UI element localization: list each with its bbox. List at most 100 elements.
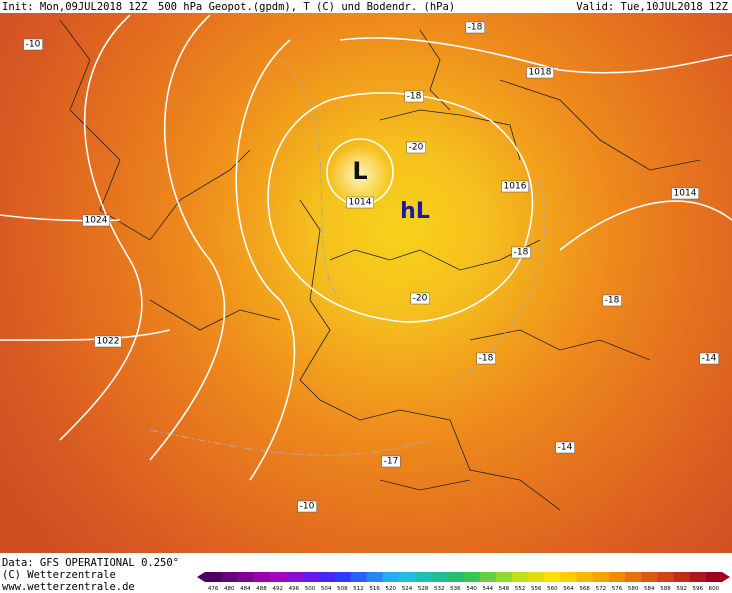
colorbar-tick-label: 556 xyxy=(531,586,542,592)
temperature-label: -18 xyxy=(468,23,483,33)
colorbar-tick-label: 524 xyxy=(402,586,413,592)
colorbar-swatch xyxy=(576,572,594,582)
colorbar-swatch xyxy=(221,572,238,582)
colorbar-tick-label: 488 xyxy=(256,586,267,592)
temperature-label: -18 xyxy=(479,354,494,364)
colorbar-tick-label: 520 xyxy=(386,586,397,592)
colorbar-swatch xyxy=(382,572,400,582)
isobar-label: 1014 xyxy=(349,198,372,208)
colorbar-tick-label: 560 xyxy=(547,586,558,592)
isobar-label-box xyxy=(82,214,110,227)
height-field xyxy=(0,13,732,553)
colorbar-swatch xyxy=(334,572,351,582)
temperature-label-box xyxy=(406,141,426,154)
map-title: 500 hPa Geopot.(gpdm), T (C) und Bodendr… xyxy=(158,1,455,13)
temperature-label: -14 xyxy=(702,354,717,364)
colorbar-tick-label: 476 xyxy=(208,586,219,592)
colorbar-tick-label: 536 xyxy=(450,586,461,592)
colorbar-tick-label: 544 xyxy=(482,586,493,592)
temperature-label: -14 xyxy=(558,443,573,453)
website: www.wetterzentrale.de xyxy=(2,581,135,593)
colorbar-swatch xyxy=(673,572,691,582)
isobar-label: 1016 xyxy=(504,182,527,192)
map xyxy=(0,13,732,553)
colorbar-tick-label: 584 xyxy=(644,586,655,592)
isobar-label: 1018 xyxy=(529,68,552,78)
colorbar-swatch xyxy=(269,572,287,582)
temperature-label: -18 xyxy=(605,296,620,306)
colorbar-tick-label: 580 xyxy=(628,586,639,592)
temperature-label: -18 xyxy=(514,248,529,258)
data-source: Data: GFS OPERATIONAL 0.250° xyxy=(2,557,179,569)
height-low-center: hL xyxy=(400,199,430,224)
colorbar: 476 480 484 488 492 496 500 504 508 512 516 520 524 5… xyxy=(197,572,730,592)
colorbar-tick-label: 492 xyxy=(272,586,283,592)
colorbar-tick-label: 532 xyxy=(434,586,445,592)
temperature-label-box xyxy=(404,90,424,103)
colorbar-tick-label: 564 xyxy=(563,586,574,592)
colorbar-arrow xyxy=(197,572,205,582)
colorbar-tick-label: 528 xyxy=(418,586,429,592)
temperature-label: -20 xyxy=(413,294,428,304)
colorbar-swatch xyxy=(447,572,464,582)
temperature-label-box xyxy=(297,500,317,513)
temperature-label: -18 xyxy=(407,92,422,102)
colorbar-swatch xyxy=(285,572,303,582)
colorbar-tick-label: 572 xyxy=(596,586,607,592)
colorbar-swatch xyxy=(495,572,513,582)
valid-time: Valid: Tue,10JUL2018 12Z xyxy=(576,1,728,13)
isobar-label-box xyxy=(346,196,374,209)
colorbar-swatch xyxy=(415,572,432,582)
colorbar-tick-label: 588 xyxy=(660,586,671,592)
temperature-label-box xyxy=(410,292,430,305)
colorbar-swatch xyxy=(398,572,416,582)
colorbar-tick-label: 596 xyxy=(693,586,704,592)
isobar-label-box xyxy=(671,187,699,200)
isobar-label: 1024 xyxy=(85,216,108,226)
temperature-label-box xyxy=(511,246,531,259)
colorbar-tick-label: 548 xyxy=(499,586,510,592)
colorbar-swatch xyxy=(641,572,658,582)
colorbar-swatch xyxy=(318,572,335,582)
colorbar-swatch xyxy=(511,572,529,582)
colorbar-tick-label: 484 xyxy=(240,586,251,592)
temperature-label-box xyxy=(476,352,496,365)
colorbar-tick-label: 508 xyxy=(337,586,348,592)
colorbar-swatch xyxy=(689,572,707,582)
colorbar-tick-label: 496 xyxy=(289,586,300,592)
contour-labels: 1018 1016 1014 1014 1024 1022 -10 -18 -18 -20 -18 -… xyxy=(23,21,719,513)
colorbar-swatch xyxy=(479,572,497,582)
temperature-label: -10 xyxy=(300,502,315,512)
colorbar-swatch xyxy=(560,572,578,582)
colorbar-tick-label: 480 xyxy=(224,586,235,592)
colorbar-tick-label: 512 xyxy=(353,586,364,592)
isobar-label-box xyxy=(501,180,529,193)
colorbar-swatch xyxy=(463,572,481,582)
colorbar-swatch xyxy=(253,572,271,582)
temperature-label-box xyxy=(381,455,401,468)
colorbar-swatch xyxy=(366,572,384,582)
colorbar-swatch xyxy=(350,572,368,582)
temperature-label-box xyxy=(465,21,485,34)
temperature-label-box xyxy=(602,294,622,307)
colorbar-swatch xyxy=(237,572,254,582)
low-center: L xyxy=(352,157,367,185)
colorbar-tick-label: 504 xyxy=(321,586,332,592)
colorbar-tick-label: 516 xyxy=(369,586,380,592)
isobar-label-box xyxy=(526,66,554,79)
low-glow xyxy=(328,143,392,207)
colorbar-swatch xyxy=(657,572,675,582)
colorbar-tick-label: 540 xyxy=(466,586,477,592)
temperature-label: -10 xyxy=(26,40,41,50)
temperature-label: -17 xyxy=(384,457,399,467)
colorbar-tick-label: 552 xyxy=(515,586,526,592)
colorbar-tick-label: 500 xyxy=(305,586,316,592)
colorbar-arrow xyxy=(722,572,730,582)
copyright: (C) Wetterzentrale xyxy=(2,569,116,581)
colorbar-swatch xyxy=(625,572,642,582)
colorbar-tick-label: 592 xyxy=(676,586,687,592)
colorbar-tick-label: 576 xyxy=(612,586,623,592)
init-time: Init: Mon,09JUL2018 12Z xyxy=(2,1,147,13)
temperature-label-box xyxy=(23,38,43,51)
colorbar-swatch xyxy=(431,572,448,582)
